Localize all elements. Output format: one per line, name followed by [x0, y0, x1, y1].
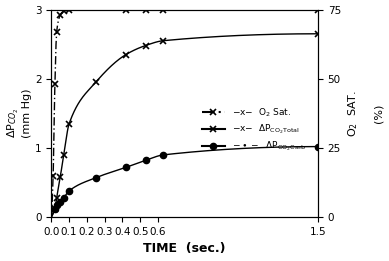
- Y-axis label: ΔP$_{CO_2}$
(mm Hg): ΔP$_{CO_2}$ (mm Hg): [5, 89, 32, 138]
- Legend: $-$x$-$  O$_2$ Sat., $-$x$-$  $\Delta$P$_{\mathregular{CO}_2}$$_{\mathregular{To: $-$x$-$ O$_2$ Sat., $-$x$-$ $\Delta$P$_{…: [200, 105, 308, 155]
- Y-axis label: O$_2$  SAT.

(%): O$_2$ SAT. (%): [347, 90, 384, 137]
- X-axis label: TIME  (sec.): TIME (sec.): [144, 242, 226, 256]
